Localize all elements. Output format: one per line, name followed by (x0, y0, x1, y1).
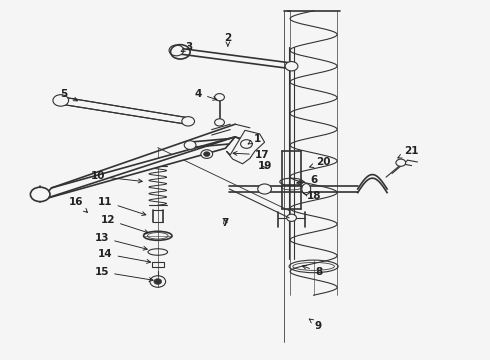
Circle shape (241, 140, 252, 148)
Ellipse shape (293, 262, 334, 270)
Text: 18: 18 (303, 191, 321, 201)
Text: 16: 16 (69, 197, 87, 212)
Text: 1: 1 (248, 134, 261, 144)
Circle shape (204, 152, 210, 156)
Text: 14: 14 (98, 249, 150, 263)
Text: 19: 19 (257, 161, 272, 171)
Circle shape (396, 159, 406, 166)
Circle shape (169, 45, 184, 56)
Circle shape (201, 150, 213, 158)
Circle shape (215, 94, 224, 101)
Circle shape (285, 62, 298, 71)
Ellipse shape (147, 233, 168, 239)
Text: 13: 13 (95, 233, 147, 250)
Text: 17: 17 (233, 150, 270, 160)
Text: 12: 12 (100, 215, 148, 234)
Text: 4: 4 (195, 89, 217, 100)
Text: 20: 20 (310, 157, 331, 167)
Polygon shape (42, 137, 235, 200)
Circle shape (287, 214, 296, 221)
Circle shape (150, 276, 166, 287)
Text: 5: 5 (60, 89, 77, 101)
Ellipse shape (144, 231, 172, 240)
Ellipse shape (148, 249, 168, 255)
Circle shape (53, 95, 69, 106)
Text: 21: 21 (398, 146, 419, 158)
Circle shape (154, 279, 162, 284)
Circle shape (30, 187, 50, 202)
Text: 2: 2 (224, 33, 231, 46)
Text: 11: 11 (98, 197, 146, 216)
Ellipse shape (302, 184, 311, 194)
Text: 8: 8 (302, 265, 322, 277)
Polygon shape (58, 97, 190, 124)
Text: 15: 15 (95, 267, 153, 282)
Circle shape (182, 117, 195, 126)
Text: 9: 9 (309, 319, 322, 331)
Text: 7: 7 (221, 218, 229, 228)
Circle shape (215, 119, 224, 126)
Circle shape (184, 141, 196, 149)
Circle shape (258, 184, 271, 194)
Polygon shape (152, 262, 164, 267)
Text: 10: 10 (91, 171, 142, 183)
Polygon shape (226, 130, 265, 164)
Text: 3: 3 (181, 42, 192, 52)
Text: 6: 6 (297, 175, 317, 185)
